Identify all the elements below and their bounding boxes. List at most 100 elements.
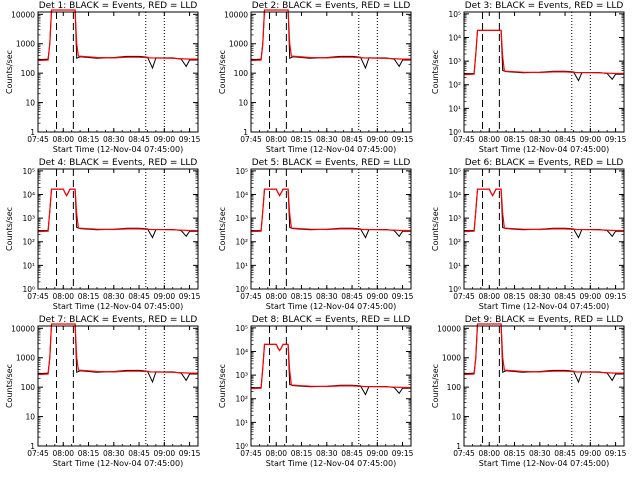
det2-ytick-label: 100 [234,69,249,78]
det4-series-lld [38,188,198,233]
det2-ytick-label: 10000 [224,10,248,19]
det3-xtick-label: 08:00 [478,135,500,144]
det7-ytick-label: 1 [30,442,35,451]
det1-xtick-label: 08:30 [103,135,125,144]
det5-xtick-label: 07:45 [240,292,262,301]
det9-ytick-label: 1000 [442,354,461,363]
det6-xtick-label: 08:45 [554,292,576,301]
det5-ytick-label: 10¹ [235,261,248,270]
det7-xtick-label: 08:45 [128,449,150,458]
det1-title: Det 1: BLACK = Events, RED = LLD [39,1,198,11]
det5-plot-frame [250,168,412,290]
det6-title: Det 6: BLACK = Events, RED = LLD [465,158,624,168]
det7-title: Det 7: BLACK = Events, RED = LLD [39,315,198,325]
det1-ytick-label: 10 [25,99,35,108]
det5-ylabel: Counts/sec [218,207,227,251]
det9-plot-frame [463,325,625,447]
det4-ytick-label: 10⁴ [22,190,35,199]
det7-series-lld [38,323,198,376]
det1-xtick-label: 09:00 [154,135,176,144]
det5-xtick-label: 08:00 [265,292,287,301]
det7-xtick-label: 08:30 [103,449,125,458]
det6-xtick-label: 09:00 [580,292,602,301]
det6-ytick-label: 10⁵ [448,167,461,176]
det7-xtick-label: 08:00 [52,449,74,458]
det4-xtick-label: 09:00 [154,292,176,301]
panel-det6: Det 6: BLACK = Events, RED = LLD 07:45 08:… [431,158,627,311]
det6-ytick-label: 10¹ [448,261,461,270]
det1-series-events [38,9,198,70]
det1-series-lld [38,9,198,62]
det5-xlabel: Start Time (12-Nov-04 07:45:00) [266,302,396,311]
det9-xtick-label: 08:30 [529,449,551,458]
det2-ytick-label: 1 [243,128,248,137]
det9-series-lld [464,323,624,376]
det7-series-events [38,323,198,384]
det6-xlabel: Start Time (12-Nov-04 07:45:00) [479,302,609,311]
det6-xtick-label: 07:45 [453,292,475,301]
det6-ylabel: Counts/sec [431,207,440,251]
det5-xtick-label: 08:45 [341,292,363,301]
det8-ytick-label: 10⁴ [235,347,248,356]
det3-xtick-label: 07:45 [453,135,475,144]
det4-plot-frame [37,168,199,290]
det2-title: Det 2: BLACK = Events, RED = LLD [252,1,411,11]
det3-xtick-label: 09:00 [580,135,602,144]
det1-xtick-label: 08:45 [128,135,150,144]
det4-xtick-label: 08:45 [128,292,150,301]
det3-ytick-label: 10³ [448,57,461,66]
det4-ytick-label: 10² [22,238,35,247]
det3-ytick-label: 10⁵ [448,10,461,19]
det8-xtick-label: 07:45 [240,449,262,458]
det7-ytick-label: 10 [25,413,35,422]
det8-ytick-label: 10³ [235,371,248,380]
det7-xtick-label: 08:15 [78,449,100,458]
det2-xtick-label: 08:30 [316,135,338,144]
det1-ytick-label: 1 [30,128,35,137]
det6-ytick-label: 10⁰ [448,285,461,294]
det2-xtick-label: 09:00 [367,135,389,144]
det9-ytick-label: 10000 [437,324,461,333]
det4-title: Det 4: BLACK = Events, RED = LLD [39,158,198,168]
det4-xtick-label: 07:45 [27,292,49,301]
det9-ytick-label: 1 [456,442,461,451]
det3-title: Det 3: BLACK = Events, RED = LLD [465,1,624,11]
det1-xtick-label: 08:00 [52,135,74,144]
det9-xtick-label: 09:00 [580,449,602,458]
det1-xtick-label: 07:45 [27,135,49,144]
det8-ytick-label: 10¹ [235,418,248,427]
det8-ytick-label: 10⁵ [235,324,248,333]
det8-ylabel: Counts/sec [218,364,227,408]
det2-xtick-label: 08:45 [341,135,363,144]
det7-ytick-label: 10000 [11,324,35,333]
det8-series-lld [251,343,411,390]
det1-ytick-label: 1000 [16,40,35,49]
det4-ytick-label: 10¹ [22,261,35,270]
det9-ytick-label: 100 [447,383,462,392]
det8-ytick-label: 10⁰ [235,442,248,451]
det7-xtick-label: 09:00 [154,449,176,458]
det8-ytick-label: 10² [235,395,248,404]
det5-ytick-label: 10³ [235,214,248,223]
det4-xtick-label: 09:15 [179,292,201,301]
det3-ytick-label: 10⁰ [448,128,461,137]
det1-ylabel: Counts/sec [5,50,14,94]
det9-title: Det 9: BLACK = Events, RED = LLD [465,315,624,325]
det2-series-events [251,9,411,70]
det7-plot-frame [37,325,199,447]
det9-xtick-label: 08:00 [478,449,500,458]
det3-xtick-label: 08:45 [554,135,576,144]
det8-xtick-label: 09:15 [392,449,414,458]
det2-xtick-label: 09:15 [392,135,414,144]
det8-xtick-label: 08:30 [316,449,338,458]
det1-xtick-label: 08:15 [78,135,100,144]
det4-ylabel: Counts/sec [5,207,14,251]
det5-ytick-label: 10⁵ [235,167,248,176]
det6-xtick-label: 08:30 [529,292,551,301]
